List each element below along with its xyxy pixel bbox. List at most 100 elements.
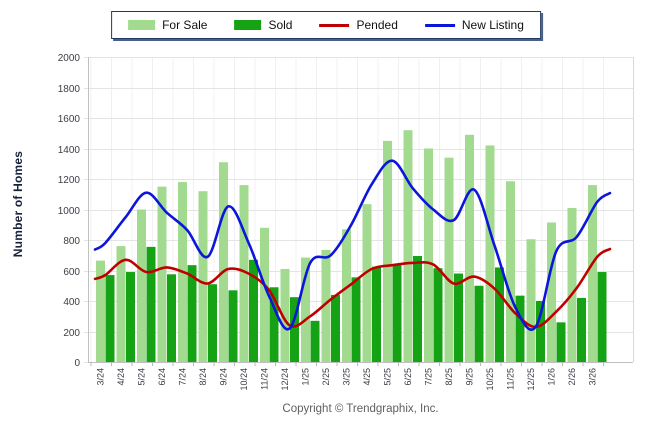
bar-for-sale-5/24: [137, 209, 146, 362]
bar-sold-10/24: [249, 259, 258, 362]
bar-sold-12/25: [536, 301, 545, 362]
x-axis-tick-label: 6/24: [157, 368, 167, 386]
x-axis-tick-label: 2/25: [321, 368, 331, 386]
bar-for-sale-6/24: [157, 186, 167, 362]
x-axis-tick-label: 6/25: [403, 368, 413, 386]
y-axis-tick-label: 400: [63, 297, 80, 308]
for-sale-swatch-icon: [128, 20, 156, 30]
sold-swatch-icon: [234, 20, 262, 30]
x-axis-tick-label: 12/24: [280, 368, 290, 391]
y-axis-tick-label: 0: [74, 358, 80, 369]
bar-sold-3/26: [597, 272, 607, 362]
bar-for-sale-3/25: [342, 229, 351, 362]
x-axis-tick-label: 8/24: [198, 368, 208, 386]
x-axis-tick-label: 5/24: [137, 368, 147, 386]
bar-for-sale-7/25: [424, 148, 433, 362]
bar-for-sale-8/25: [444, 157, 454, 362]
x-axis-tick-label: 1/26: [547, 368, 557, 386]
bar-sold-11/25: [515, 295, 525, 362]
bar-for-sale-4/25: [362, 204, 372, 362]
bar-for-sale-10/25: [485, 145, 495, 362]
bar-sold-7/25: [433, 268, 443, 362]
x-axis-tick-label: 9/25: [465, 368, 475, 386]
y-axis-tick-label: 1400: [58, 145, 81, 156]
bar-for-sale-2/26: [567, 207, 577, 362]
bar-sold-1/26: [556, 322, 566, 362]
bar-for-sale-3/26: [588, 185, 597, 362]
x-axis-tick-label: 4/24: [116, 368, 126, 386]
legend-item-new-listing: New Listing: [424, 18, 524, 32]
pended-line-swatch-icon: [319, 23, 350, 27]
bar-sold-1/25: [310, 320, 320, 362]
x-axis-tick-label: 2/26: [567, 368, 577, 386]
legend: For Sale Sold Pended New Listing: [111, 11, 541, 39]
bar-for-sale-3/24: [96, 260, 105, 362]
bar-for-sale-11/24: [260, 227, 269, 362]
bar-sold-11/24: [269, 287, 279, 362]
bar-sold-5/25: [392, 265, 402, 362]
x-axis-tick-label: 10/25: [485, 368, 495, 391]
x-axis-tick-label: 3/25: [342, 368, 352, 386]
legend-item-pended: Pended: [319, 18, 398, 32]
legend-label: For Sale: [162, 18, 208, 32]
bar-sold-8/25: [454, 273, 463, 362]
x-axis-tick-label: 12/25: [526, 368, 536, 391]
bar-sold-12/24: [290, 297, 299, 362]
bar-for-sale-2/25: [321, 249, 331, 362]
bar-sold-3/24: [105, 275, 115, 362]
y-axis-tick-label: 200: [63, 328, 80, 339]
bar-sold-8/24: [208, 284, 217, 362]
legend-item-for-sale: For Sale: [128, 18, 207, 32]
x-axis-tick-label: 8/25: [444, 368, 454, 386]
bar-for-sale-6/25: [403, 130, 413, 362]
y-axis-tick-label: 1800: [58, 84, 81, 95]
x-axis-tick-label: 10/24: [239, 368, 249, 391]
bar-for-sale-11/25: [506, 181, 515, 362]
x-axis-tick-label: 11/24: [260, 368, 270, 390]
legend-label: Sold: [268, 18, 293, 32]
x-axis-tick-label: 5/25: [383, 368, 393, 386]
bar-sold-4/25: [372, 266, 381, 362]
bar-for-sale-12/24: [280, 268, 290, 362]
bar-for-sale-4/24: [116, 246, 126, 362]
bar-sold-6/25: [413, 256, 422, 362]
y-axis-tick-label: 2000: [58, 53, 81, 64]
bar-for-sale-9/25: [465, 134, 474, 362]
x-axis-tick-label: 7/24: [178, 368, 188, 386]
y-axis-tick-label: 1600: [58, 114, 81, 125]
copyright-text: Copyright © Trendgraphix, Inc.: [282, 403, 439, 415]
bar-for-sale-8/24: [198, 191, 208, 362]
bar-sold-4/24: [126, 272, 135, 362]
new-listing-line: [93, 159, 612, 331]
y-axis-title: Number of Homes: [11, 150, 25, 258]
x-axis-tick-label: 9/24: [219, 368, 229, 386]
bar-for-sale-1/26: [547, 222, 556, 362]
x-axis-tick-label: 4/25: [362, 368, 372, 386]
bar-sold-3/25: [351, 277, 361, 362]
new-listing-line-swatch-icon: [424, 23, 455, 27]
y-axis-tick-label: 1200: [58, 175, 81, 186]
bar-sold-9/25: [474, 285, 484, 362]
bar-sold-7/24: [187, 265, 197, 362]
bar-for-sale-1/25: [301, 257, 310, 362]
x-axis-tick-label: 7/25: [424, 368, 434, 386]
legend-label: Pended: [356, 18, 398, 32]
y-axis-tick-label: 1000: [58, 206, 81, 217]
y-axis-tick-label: 600: [63, 267, 80, 278]
bar-sold-6/24: [167, 274, 176, 362]
y-axis-tick-label: 800: [63, 236, 80, 247]
bar-for-sale-10/24: [239, 185, 249, 362]
x-axis-tick-label: 3/24: [96, 368, 106, 386]
legend-label: New Listing: [461, 18, 524, 32]
bar-sold-2/25: [331, 294, 340, 362]
bar-for-sale-9/24: [219, 162, 228, 362]
bar-for-sale-5/25: [383, 140, 392, 362]
legend-item-sold: Sold: [234, 18, 292, 32]
pended-line: [93, 247, 612, 329]
bar-sold-9/24: [228, 290, 238, 362]
bar-sold-2/26: [577, 297, 586, 362]
x-axis-tick-label: 1/25: [301, 368, 311, 386]
x-axis-tick-label: 3/26: [588, 368, 598, 386]
